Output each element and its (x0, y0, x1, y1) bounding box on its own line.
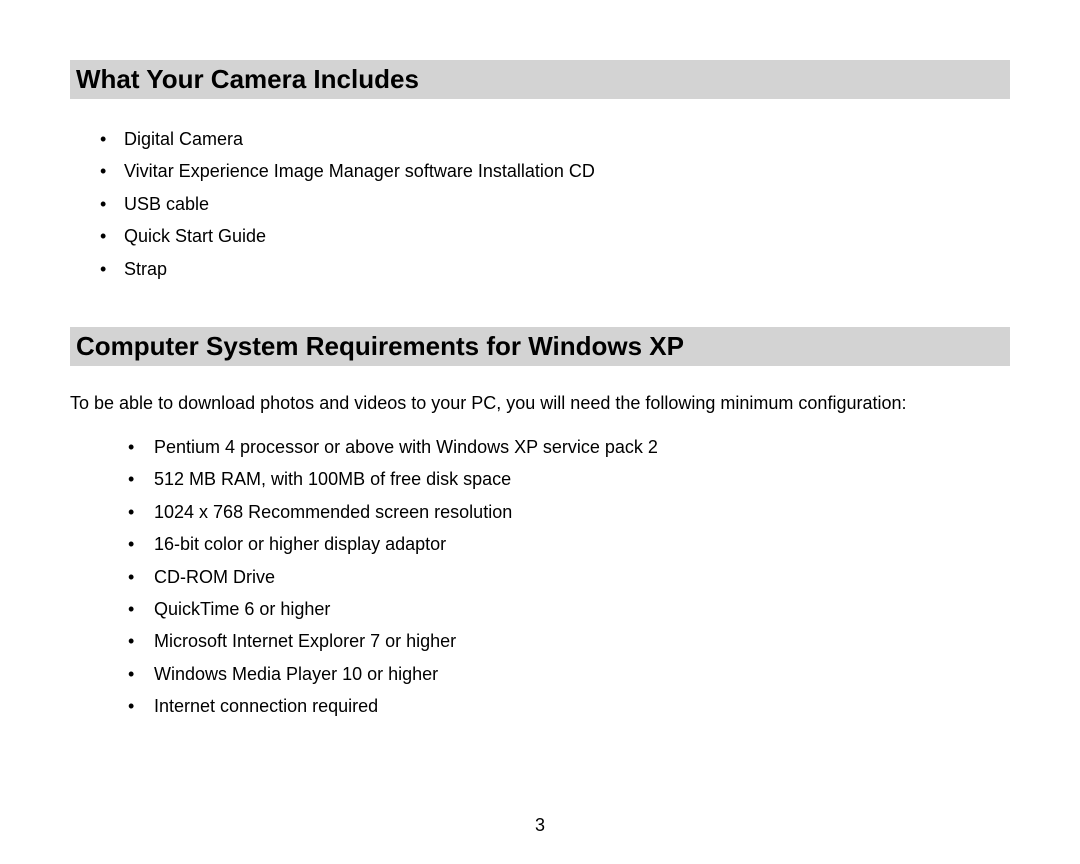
list-item: QuickTime 6 or higher (128, 593, 1010, 625)
requirements-list: Pentium 4 processor or above with Window… (70, 431, 1010, 723)
list-item: Vivitar Experience Image Manager softwar… (100, 155, 1010, 187)
system-requirements-heading: Computer System Requirements for Windows… (70, 327, 1010, 366)
list-item: 1024 x 768 Recommended screen resolution (128, 496, 1010, 528)
list-item: CD-ROM Drive (128, 561, 1010, 593)
list-item: 512 MB RAM, with 100MB of free disk spac… (128, 463, 1010, 495)
list-item: Strap (100, 253, 1010, 285)
camera-includes-list: Digital Camera Vivitar Experience Image … (70, 123, 1010, 285)
list-item: 16-bit color or higher display adaptor (128, 528, 1010, 560)
list-item: USB cable (100, 188, 1010, 220)
list-item: Microsoft Internet Explorer 7 or higher (128, 625, 1010, 657)
page-number: 3 (0, 815, 1080, 836)
list-item: Internet connection required (128, 690, 1010, 722)
list-item: Windows Media Player 10 or higher (128, 658, 1010, 690)
camera-includes-section: What Your Camera Includes Digital Camera… (70, 60, 1010, 285)
system-requirements-section: Computer System Requirements for Windows… (70, 327, 1010, 723)
camera-includes-heading: What Your Camera Includes (70, 60, 1010, 99)
list-item: Digital Camera (100, 123, 1010, 155)
list-item: Quick Start Guide (100, 220, 1010, 252)
requirements-intro-text: To be able to download photos and videos… (70, 390, 1010, 417)
list-item: Pentium 4 processor or above with Window… (128, 431, 1010, 463)
